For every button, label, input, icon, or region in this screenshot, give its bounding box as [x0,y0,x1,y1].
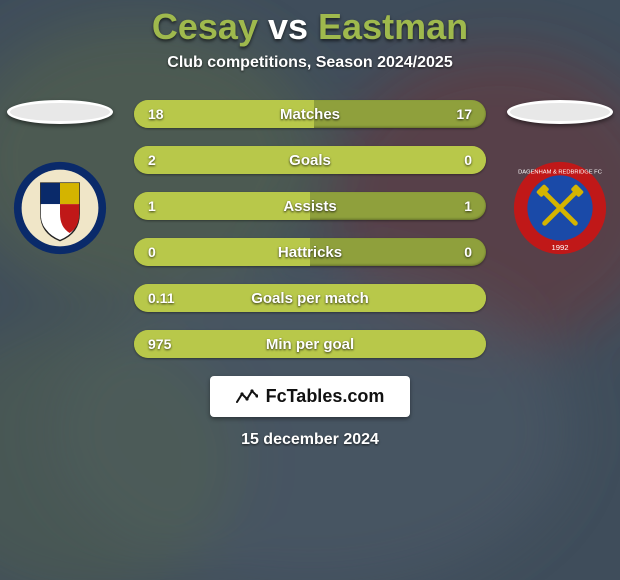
brand-text: FcTables.com [266,386,385,407]
player-right-name: Eastman [318,6,468,47]
stat-label: Matches [280,106,340,123]
stat-left-value: 975 [148,336,171,352]
stat-bar: 0.11 Goals per match [134,284,486,312]
stat-bar: 2 Goals 0 [134,146,486,174]
stat-bar: 1 Assists 1 [134,192,486,220]
stat-bar: 18 Matches 17 [134,100,486,128]
stat-label: Min per goal [266,336,354,353]
comparison-card: Cesay vs Eastman Club competitions, Seas… [0,0,620,580]
player-left-name: Cesay [152,6,258,47]
stat-left-value: 2 [148,152,156,168]
stat-label: Goals per match [251,290,369,307]
stat-left-value: 18 [148,106,164,122]
stat-left-value: 1 [148,198,156,214]
comparison-row: 18 Matches 17 2 Goals 0 1 Assists 1 0 Hattricks 0 0.… [0,100,620,358]
right-club-col: DAGENHAM & REDBRIDGE FC 1992 [500,100,620,256]
subtitle: Club competitions, Season 2024/2025 [167,54,452,72]
stat-label: Goals [289,152,331,169]
stat-left-value: 0.11 [148,290,174,306]
stat-right-value: 1 [464,198,472,214]
vs-label: vs [268,6,308,47]
stat-bar: 975 Min per goal [134,330,486,358]
stat-right-value: 0 [464,152,472,168]
stat-label: Hattricks [278,244,342,261]
brand-icon [236,388,258,406]
left-club-col [0,100,120,256]
left-ellipse [7,100,113,124]
brand-box[interactable]: FcTables.com [210,376,411,417]
date-label: 15 december 2024 [241,431,379,449]
right-crest-top-text: DAGENHAM & REDBRIDGE FC [518,169,602,175]
right-club-crest: DAGENHAM & REDBRIDGE FC 1992 [512,160,608,256]
stat-left-value: 0 [148,244,156,260]
stat-right-value: 17 [456,106,472,122]
stat-label: Assists [283,198,336,215]
stat-bars: 18 Matches 17 2 Goals 0 1 Assists 1 0 Hattricks 0 0.… [120,100,500,358]
right-ellipse [507,100,613,124]
page-title: Cesay vs Eastman [152,6,468,48]
stat-bar: 0 Hattricks 0 [134,238,486,266]
right-crest-bottom-text: 1992 [551,243,568,252]
left-club-crest [12,160,108,256]
stat-right-value: 0 [464,244,472,260]
